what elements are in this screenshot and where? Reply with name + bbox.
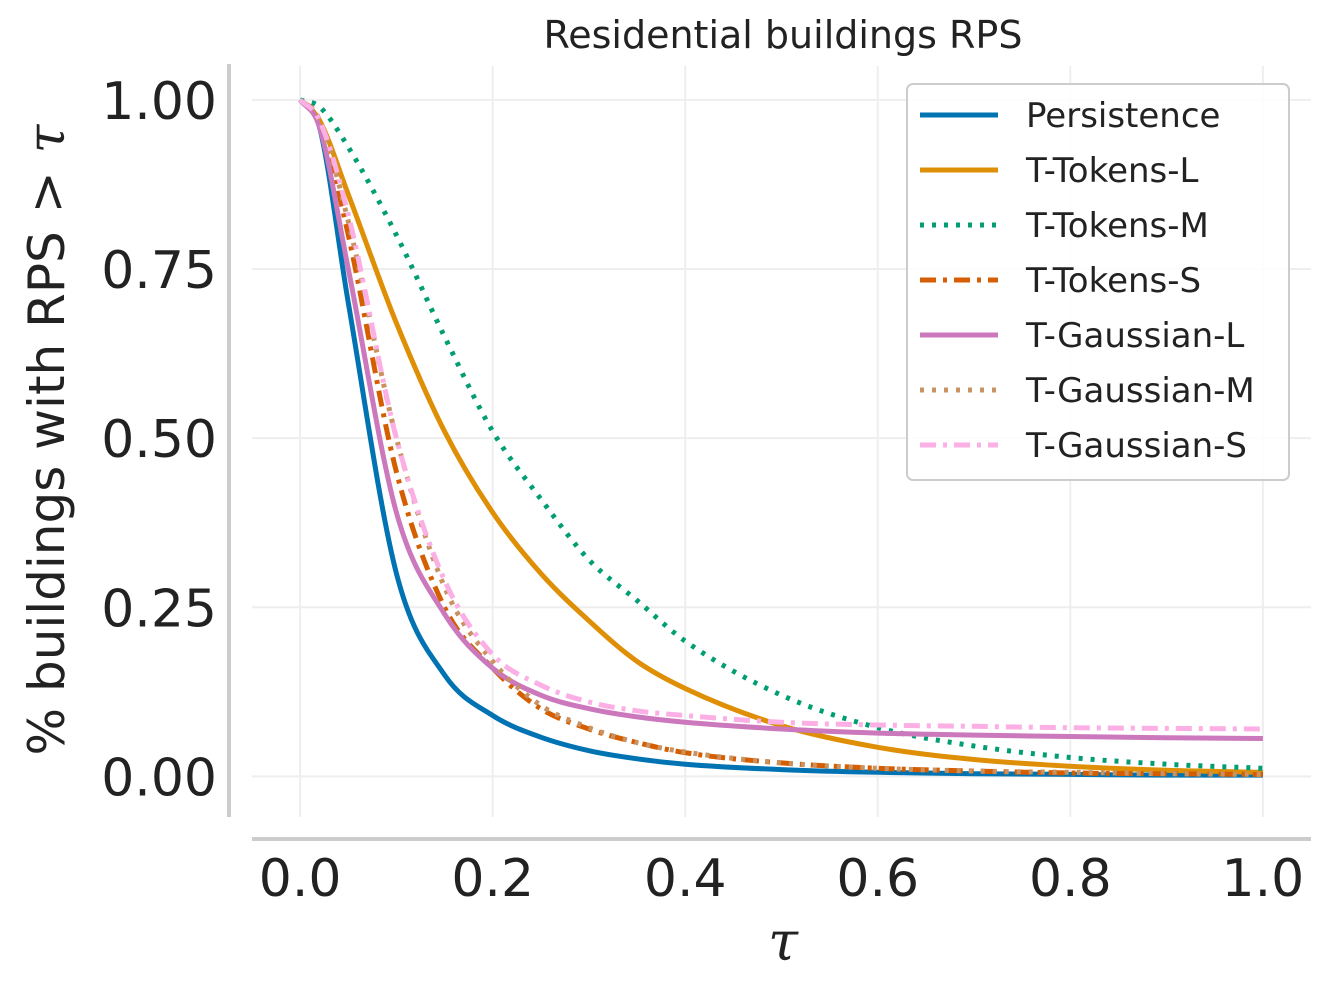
x-tick-label: 0.8 [1029, 849, 1112, 909]
series-line-t-tokens-m [299, 97, 1264, 771]
legend-label: T-Tokens-M [1025, 206, 1209, 246]
series-line-t-tokens-l [298, 98, 1263, 775]
chart-title: Residential buildings RPS [544, 13, 1023, 57]
legend-item-persistence: Persistence [920, 96, 1220, 136]
y-axis-label-prefix: % buildings with RPS [18, 231, 76, 755]
x-tick-label: 0.2 [451, 849, 534, 909]
y-axis-label-operator: > [18, 171, 76, 213]
legend-item-t-gaussian-l: T-Gaussian-L [920, 316, 1244, 356]
y-tick-label: 0.50 [101, 410, 217, 470]
legend: Persistence T-Tokens-L T-Tokens-M T-Tokens-… [906, 83, 1290, 481]
legend-label: T-Tokens-L [1025, 151, 1199, 191]
x-tick-label: 0.0 [259, 849, 342, 909]
legend-label: T-Gaussian-M [1025, 371, 1255, 411]
y-axis-label: % buildings with RPS > τ [17, 123, 77, 755]
legend-box [906, 83, 1290, 481]
y-tick-label: 1.00 [101, 72, 217, 132]
legend-items: Persistence T-Tokens-L T-Tokens-M T-Tokens-… [920, 96, 1255, 466]
y-tick-labels: 0.00 0.25 0.50 0.75 1.00 [101, 72, 217, 809]
x-tick-label: 0.6 [836, 849, 919, 909]
legend-label: Persistence [1026, 96, 1220, 136]
series-lines [298, 97, 1264, 778]
legend-label: T-Tokens-S [1025, 261, 1201, 301]
legend-item-t-tokens-l: T-Tokens-L [920, 151, 1199, 191]
y-tick-label: 0.00 [101, 748, 217, 808]
x-tick-label: 0.4 [644, 849, 727, 909]
legend-item-t-tokens-s: T-Tokens-S [920, 261, 1201, 301]
series-line-t-tokens-s [298, 97, 1263, 777]
legend-label: T-Gaussian-S [1025, 426, 1247, 466]
legend-label: T-Gaussian-L [1025, 316, 1244, 356]
x-tick-label: 1.0 [1222, 849, 1305, 909]
legend-item-t-gaussian-s: T-Gaussian-S [920, 426, 1247, 466]
series-line-t-gaussian-l [298, 98, 1263, 741]
legend-item-t-tokens-m: T-Tokens-M [920, 206, 1209, 246]
y-axis-label-variable: τ [17, 123, 77, 153]
legend-item-t-gaussian-m: T-Gaussian-M [920, 371, 1255, 411]
y-tick-label: 0.75 [101, 241, 217, 301]
x-tick-labels: 0.0 0.2 0.4 0.6 0.8 1.0 [259, 849, 1304, 909]
y-tick-label: 0.25 [101, 579, 217, 639]
x-axis-label: τ [768, 910, 799, 973]
